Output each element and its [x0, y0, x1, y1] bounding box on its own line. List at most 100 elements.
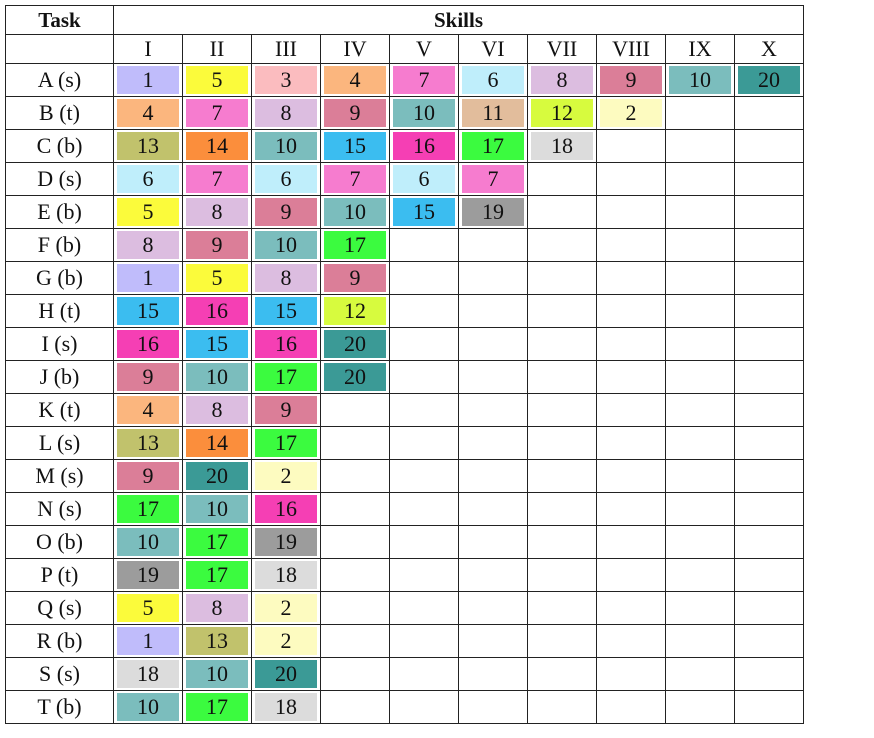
skill-value: 9: [324, 99, 386, 127]
skill-value: 10: [117, 528, 179, 556]
empty-cell: [527, 690, 597, 724]
empty-cell: [320, 690, 390, 724]
empty-cell: [320, 558, 390, 592]
task-label: K (t): [5, 393, 114, 427]
skill-cell: 6: [113, 162, 183, 196]
task-label: Q (s): [5, 591, 114, 625]
skill-value: 17: [255, 429, 317, 457]
empty-cell: [527, 162, 597, 196]
skill-cell: 7: [389, 63, 459, 97]
skill-column-header: VIII: [596, 34, 666, 64]
skill-cell: 19: [458, 195, 528, 229]
skill-cell: 20: [182, 459, 252, 493]
skill-cell: 8: [527, 63, 597, 97]
skill-cell: 17: [182, 558, 252, 592]
skill-cell: 4: [320, 63, 390, 97]
skill-cell: 9: [320, 261, 390, 295]
skill-value: 2: [255, 627, 317, 655]
skill-cell: 16: [389, 129, 459, 163]
empty-cell: [596, 492, 666, 526]
skill-cell: 6: [251, 162, 321, 196]
empty-cell: [734, 426, 804, 460]
empty-cell: [665, 558, 735, 592]
empty-cell: [734, 327, 804, 361]
empty-cell: [596, 294, 666, 328]
skill-cell: 9: [251, 393, 321, 427]
empty-cell: [665, 492, 735, 526]
empty-cell: [596, 657, 666, 691]
skill-cell: 19: [251, 525, 321, 559]
skill-column-header: VI: [458, 34, 528, 64]
empty-cell: [596, 459, 666, 493]
empty-cell: [389, 459, 459, 493]
skill-cell: 17: [320, 228, 390, 262]
skill-column-header: III: [251, 34, 321, 64]
empty-cell: [596, 360, 666, 394]
empty-cell: [458, 492, 528, 526]
skill-value: 8: [186, 198, 248, 226]
empty-cell: [320, 591, 390, 625]
empty-cell: [527, 492, 597, 526]
skill-value: 5: [186, 66, 248, 94]
empty-cell: [527, 294, 597, 328]
skill-value: 2: [600, 99, 662, 127]
skill-value: 9: [255, 198, 317, 226]
skill-value: 9: [600, 66, 662, 94]
skill-value: 10: [669, 66, 731, 94]
skill-value: 17: [186, 693, 248, 721]
skill-column-header: V: [389, 34, 459, 64]
table-row: L (s) 13 14 17: [5, 426, 804, 460]
skill-value: 20: [324, 330, 386, 358]
skill-cell: 2: [251, 459, 321, 493]
empty-cell: [458, 591, 528, 625]
skill-cell: 17: [182, 690, 252, 724]
skill-cell: 10: [113, 690, 183, 724]
table-row: O (b) 10 17 19: [5, 525, 804, 559]
skill-column-header: X: [734, 34, 804, 64]
skill-value: 4: [117, 99, 179, 127]
skill-value: 17: [462, 132, 524, 160]
empty-cell: [389, 327, 459, 361]
skill-cell: 8: [251, 261, 321, 295]
empty-cell: [320, 459, 390, 493]
table-row: S (s) 18 10 20: [5, 657, 804, 691]
skill-value: 5: [117, 594, 179, 622]
skill-cell: 9: [113, 459, 183, 493]
empty-cell: [527, 459, 597, 493]
skill-value: 10: [186, 660, 248, 688]
empty-cell: [734, 360, 804, 394]
skill-cell: 16: [251, 327, 321, 361]
skill-value: 15: [186, 330, 248, 358]
empty-cell: [320, 657, 390, 691]
skill-column-header: II: [182, 34, 252, 64]
empty-cell: [527, 426, 597, 460]
task-label: C (b): [5, 129, 114, 163]
skill-cell: 8: [113, 228, 183, 262]
empty-cell: [665, 96, 735, 130]
skill-value: 6: [117, 165, 179, 193]
skill-value: 4: [117, 396, 179, 424]
skill-value: 17: [324, 231, 386, 259]
skill-cell: 8: [251, 96, 321, 130]
skill-cell: 8: [182, 195, 252, 229]
task-label: N (s): [5, 492, 114, 526]
skill-value: 13: [117, 429, 179, 457]
skill-value: 6: [393, 165, 455, 193]
skill-value: 4: [324, 66, 386, 94]
skill-value: 8: [531, 66, 593, 94]
skill-value: 19: [255, 528, 317, 556]
skill-value: 5: [186, 264, 248, 292]
skill-cell: 13: [113, 426, 183, 460]
empty-cell: [527, 525, 597, 559]
empty-cell: [527, 624, 597, 658]
empty-cell: [527, 195, 597, 229]
skill-value: 13: [186, 627, 248, 655]
skill-cell: 2: [251, 591, 321, 625]
task-label: R (b): [5, 624, 114, 658]
skill-value: 18: [117, 660, 179, 688]
task-label: F (b): [5, 228, 114, 262]
skill-value: 10: [255, 132, 317, 160]
empty-cell: [665, 294, 735, 328]
skill-cell: 16: [251, 492, 321, 526]
table-row: M (s) 9 20 2: [5, 459, 804, 493]
